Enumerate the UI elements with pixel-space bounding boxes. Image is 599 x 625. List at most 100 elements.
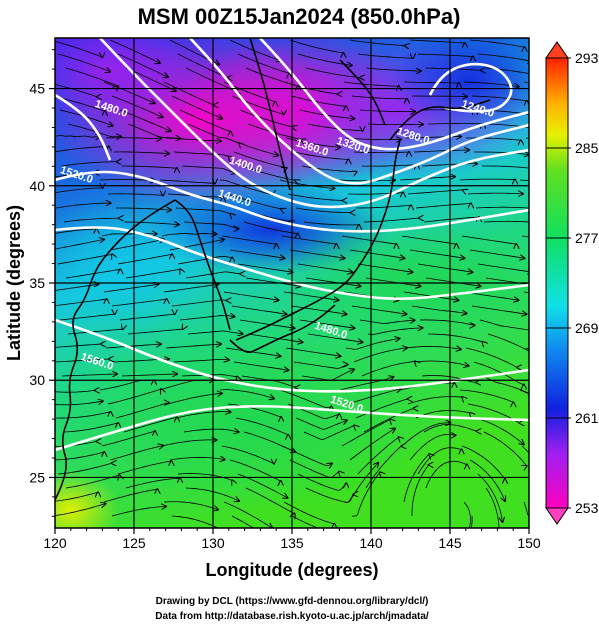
streamline-37 <box>111 95 163 117</box>
colorbar-tick-label: 285 <box>575 140 599 156</box>
streamline-106 <box>467 193 523 194</box>
streamline-181 <box>119 314 175 321</box>
streamline-182 <box>179 315 235 321</box>
streamline-298 <box>103 489 157 503</box>
streamline-258 <box>423 424 477 432</box>
coastline-1 <box>174 199 231 331</box>
streamline-150 <box>417 263 472 272</box>
streamline-205 <box>465 347 517 368</box>
streamline-280 <box>117 461 171 475</box>
streamline-128 <box>161 233 217 236</box>
streamline-97 <box>459 179 515 180</box>
streamline-153 <box>65 269 120 279</box>
streamline-196 <box>487 333 529 352</box>
streamline-99 <box>55 188 103 194</box>
streamline-165 <box>223 291 278 300</box>
streamline-69 <box>405 137 461 139</box>
streamline-129 <box>221 235 276 244</box>
streamline-45 <box>59 109 113 126</box>
streamline-202 <box>285 347 340 356</box>
streamline-66 <box>225 137 278 155</box>
streamline-232 <box>459 389 513 402</box>
streamline-11 <box>177 53 228 78</box>
y-axis: 25 30 35 40 45 <box>29 49 55 517</box>
streamline-147 <box>237 263 292 272</box>
x-tick-label: 135 <box>280 535 304 551</box>
streamline-133 <box>461 235 516 244</box>
streamline-12 <box>237 53 289 73</box>
contour-line-7 <box>428 62 513 113</box>
x-tick-label: 125 <box>122 535 146 551</box>
streamline-257 <box>363 408 414 433</box>
streamline-38 <box>171 95 222 119</box>
streamline-84 <box>241 165 295 180</box>
streamline-61 <box>487 123 529 128</box>
streamline-29 <box>163 81 214 105</box>
streamline-244 <box>115 403 169 419</box>
streamline-263 <box>161 440 217 447</box>
streamline-79 <box>473 152 529 155</box>
streamline-240 <box>407 397 462 405</box>
streamline-145 <box>117 254 172 265</box>
streamline-42 <box>411 96 467 97</box>
streamline-234 <box>55 401 103 406</box>
streamline-193 <box>307 333 362 342</box>
streamline-4 <box>289 39 343 53</box>
streamline-118 <box>123 222 179 225</box>
streamline-306 <box>55 504 106 516</box>
streamline-203 <box>345 339 400 350</box>
streamline-305 <box>523 501 529 517</box>
streamline-41 <box>351 95 407 99</box>
streamline-282 <box>237 473 288 498</box>
streamline-177 <box>411 305 467 314</box>
credit-drawing: Drawing by DCL (https://www.gfd-dennou.o… <box>156 596 429 607</box>
streamline-60 <box>427 124 483 125</box>
streamline-77 <box>353 152 409 153</box>
chart-title: MSM 00Z15Jan2024 (850.0hPa) <box>138 4 461 29</box>
streamline-28 <box>103 81 155 103</box>
streamline-9 <box>57 53 110 72</box>
streamline-127 <box>101 233 157 236</box>
streamline-250 <box>475 417 524 444</box>
streamline-172 <box>111 299 167 307</box>
streamline-16 <box>477 53 529 62</box>
streamline-211 <box>293 361 348 368</box>
streamline-207 <box>55 359 109 363</box>
streamline-308 <box>171 515 224 528</box>
streamline-180 <box>59 314 115 321</box>
streamline-50 <box>359 110 415 112</box>
streamline-212 <box>353 348 407 363</box>
streamline-113 <box>355 205 411 208</box>
streamline-48 <box>239 109 292 127</box>
streamline-115 <box>475 207 529 208</box>
streamline-286 <box>477 473 503 522</box>
y-axis-label: Latitude (degrees) <box>4 205 24 361</box>
streamline-245 <box>175 411 230 419</box>
streamline-108 <box>55 203 111 209</box>
streamline-265 <box>281 445 332 466</box>
streamline-277 <box>469 459 505 501</box>
streamline-221 <box>361 361 415 377</box>
streamline-198 <box>55 344 101 348</box>
streamline-272 <box>169 457 225 460</box>
streamline-114 <box>415 203 471 209</box>
streamline-40 <box>291 95 346 106</box>
streamline-112 <box>295 207 351 213</box>
streamline-303 <box>403 454 429 503</box>
streamline-216 <box>61 374 117 376</box>
streamline-155 <box>185 272 240 279</box>
streamline-173 <box>171 300 227 307</box>
streamline-65 <box>165 137 221 141</box>
coastline-3 <box>229 304 336 353</box>
colorbar-tick-label: 261 <box>575 410 599 426</box>
streamline-154 <box>125 269 180 279</box>
streamline-49 <box>299 109 354 119</box>
streamline-267 <box>401 423 450 447</box>
streamline-169 <box>463 291 518 300</box>
streamline-190 <box>127 329 183 335</box>
streamline-76 <box>293 151 348 160</box>
streamline-18 <box>65 67 118 86</box>
coastline-5 <box>249 38 291 191</box>
streamline-138 <box>229 249 284 258</box>
